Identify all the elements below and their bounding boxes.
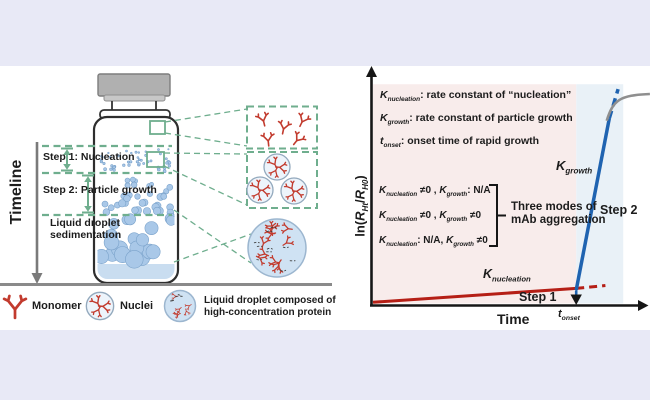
K_growth (Step 2, rapid growth) [574,118,612,291]
definition-k-nucleation: Knucleation: rate constant of “nucleatio… [380,89,572,104]
chart-step1-label: Step 1 [519,290,557,304]
x-axis-arrowhead [638,300,649,311]
y-axis-label: ln(RHt/RH0) [352,175,371,237]
three-modes-label: Three modes of mAb aggregation [511,201,606,227]
zoom-source-box-nuclei [146,151,165,168]
zoom-callouts [146,105,318,278]
step-1-nucleation [373,84,577,304]
vial-cap-base [103,94,166,102]
y-axis-arrowhead [366,66,377,77]
callout-connector-lines [163,108,252,264]
timeline-axis [31,142,43,284]
bottom-margin-bar [0,330,650,400]
legend-droplet-label: Liquid droplet composed of high-concentr… [204,295,336,318]
K_nucleation extrapolation [576,284,606,290]
definition-t-onset: tonset: onset time of rapid growth [380,135,540,150]
step2-label: Step 2: Particle growth [43,184,157,196]
legend-droplet-icon [163,289,197,323]
mode-2: Knucleation ≠0 , Kgrowth ≠0 [379,210,482,223]
step2-extent-arrow [82,174,94,214]
legend-monomer-label: Monomer [32,300,82,312]
t-onset-tick-label: tonset [558,308,580,323]
x-axis-label: Time [497,311,530,327]
k-nucleation-line-label: Knucleation [483,267,531,284]
sedimentation-label: Liquid droplet sedimentation [50,217,122,242]
legend-nuclei-icon [86,292,113,319]
chart-step-regions [373,84,624,304]
vial-cap [97,73,171,97]
legend-nuclei-label: Nuclei [120,300,154,312]
mode-3: Knucleation: N/A, Kgrowth ≠0 [379,235,488,248]
mode-1: Knucleation ≠0 , Kgrowth: N/A [379,185,491,198]
droplet-zoom [247,218,307,278]
legend-monomer-icon [2,294,28,320]
droplet-zoom-contents [253,218,296,275]
vial [92,73,180,285]
zoom-source-box-monomer [149,120,166,135]
definition-k-growth: Kgrowth: rate constant of particle growt… [380,112,573,127]
liquid-layer [97,264,175,279]
chart-axes [366,66,649,311]
chart-series-lines [372,88,650,304]
monomer-zoom-box [246,105,318,150]
step1-label: Step 1: Nucleation [43,151,135,163]
top-margin-bar [0,0,650,66]
chart-step2-label: Step 2 [600,203,638,217]
K_nucleation (Step 1, slow growth) [372,286,577,304]
timeline-label: Timeline [7,159,25,225]
t-onset-marker-arrowhead [570,294,582,305]
monomer-zoom-contents [254,110,313,150]
step-2-growth [576,84,624,304]
observed plateau [605,92,650,122]
legend-icons [2,289,197,323]
nuclei-zoom-contents [247,154,307,204]
k-growth-line-label: Kgrowth [556,158,593,176]
nuclei-zoom-box [246,151,318,209]
step1-extent-arrow [61,147,73,172]
timeline-step-markers [42,144,172,217]
